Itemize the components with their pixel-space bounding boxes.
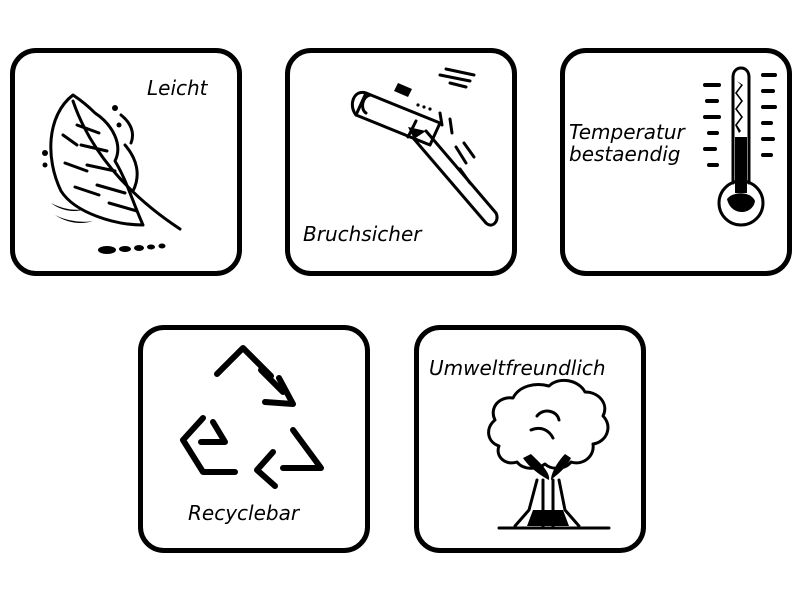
- recycle-icon: [180, 345, 324, 489]
- feature-tile-recyclebar: Recyclebar: [138, 325, 370, 553]
- tree-icon: [487, 378, 611, 530]
- feature-tile-leicht: Leicht: [10, 48, 242, 276]
- feather-icon: [42, 93, 182, 254]
- feature-tile-bruchsicher: Bruchsicher: [285, 48, 517, 276]
- tile-label: Umweltfreundlich: [429, 356, 606, 380]
- hammer-icon: [350, 67, 499, 227]
- tile-label: Recyclebar: [188, 501, 300, 525]
- feature-tile-temperatur: Temperatur bestaendig: [560, 48, 792, 276]
- thermometer-icon: [703, 66, 777, 227]
- tile-label: Leicht: [147, 76, 208, 100]
- tile-label: Temperatur bestaendig: [569, 120, 685, 166]
- tile-label: Bruchsicher: [303, 222, 422, 246]
- feature-tile-umweltfreundlich: Umweltfreundlich: [414, 325, 646, 553]
